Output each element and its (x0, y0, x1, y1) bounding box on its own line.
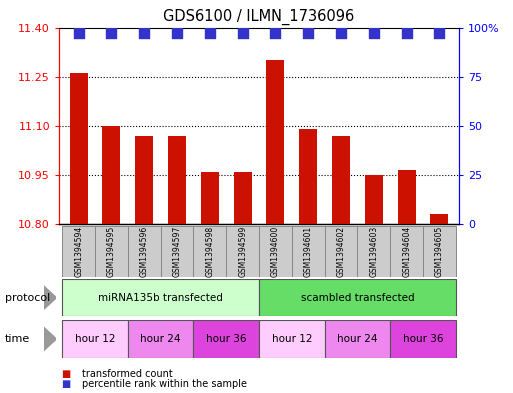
Bar (259, 279, 456, 316)
Text: transformed count: transformed count (82, 369, 173, 379)
Bar (390, 320, 456, 358)
Point (436, 30, 444, 37)
Point (239, 30, 247, 37)
Text: hour 24: hour 24 (337, 334, 378, 344)
Text: hour 24: hour 24 (141, 334, 181, 344)
Point (337, 30, 345, 37)
Text: hour 36: hour 36 (206, 334, 247, 344)
Polygon shape (44, 286, 56, 310)
Point (271, 30, 280, 37)
Bar (193, 226, 226, 277)
Point (74, 30, 83, 37)
Bar (332, 136, 350, 224)
Bar (423, 226, 456, 277)
Polygon shape (44, 327, 56, 351)
Point (107, 30, 115, 37)
Text: hour 12: hour 12 (271, 334, 312, 344)
Point (206, 30, 214, 37)
Text: GSM1394599: GSM1394599 (238, 226, 247, 277)
Bar (95, 226, 128, 277)
Bar (292, 226, 325, 277)
Bar (325, 226, 358, 277)
Bar (398, 170, 416, 224)
Text: GSM1394598: GSM1394598 (205, 226, 214, 277)
Bar (128, 226, 161, 277)
Text: hour 12: hour 12 (75, 334, 115, 344)
Bar (226, 226, 259, 277)
Bar (358, 226, 390, 277)
Point (140, 30, 148, 37)
Bar (259, 226, 292, 277)
Text: scambled transfected: scambled transfected (301, 293, 415, 303)
Text: GSM1394603: GSM1394603 (369, 226, 379, 277)
Bar (201, 172, 219, 224)
Bar (168, 136, 186, 224)
Bar (266, 60, 285, 224)
Text: time: time (5, 334, 30, 344)
Bar (259, 320, 325, 358)
Point (370, 30, 378, 37)
Text: GSM1394602: GSM1394602 (337, 226, 346, 277)
Text: ■: ■ (62, 369, 71, 379)
Bar (193, 320, 259, 358)
Bar (233, 172, 252, 224)
Bar (365, 175, 383, 224)
Text: GSM1394596: GSM1394596 (140, 226, 149, 277)
Point (173, 30, 181, 37)
Bar (62, 279, 259, 316)
Text: percentile rank within the sample: percentile rank within the sample (82, 379, 247, 389)
Text: GSM1394601: GSM1394601 (304, 226, 313, 277)
Bar (135, 136, 153, 224)
Text: GSM1394597: GSM1394597 (172, 226, 182, 277)
Bar (325, 320, 390, 358)
Text: GSM1394605: GSM1394605 (435, 226, 444, 277)
Bar (161, 226, 193, 277)
Text: GSM1394594: GSM1394594 (74, 226, 83, 277)
Point (403, 30, 411, 37)
Bar (128, 320, 193, 358)
Point (304, 30, 312, 37)
Bar (390, 226, 423, 277)
Bar (430, 214, 448, 224)
Bar (103, 126, 121, 224)
Text: ■: ■ (62, 379, 71, 389)
Text: GSM1394595: GSM1394595 (107, 226, 116, 277)
Text: hour 36: hour 36 (403, 334, 443, 344)
Text: GSM1394600: GSM1394600 (271, 226, 280, 277)
Bar (299, 129, 317, 224)
Text: miRNA135b transfected: miRNA135b transfected (98, 293, 223, 303)
Text: protocol: protocol (5, 293, 50, 303)
Bar (62, 226, 95, 277)
Title: GDS6100 / ILMN_1736096: GDS6100 / ILMN_1736096 (164, 9, 354, 25)
Bar (70, 73, 88, 224)
Text: GSM1394604: GSM1394604 (402, 226, 411, 277)
Bar (62, 320, 128, 358)
